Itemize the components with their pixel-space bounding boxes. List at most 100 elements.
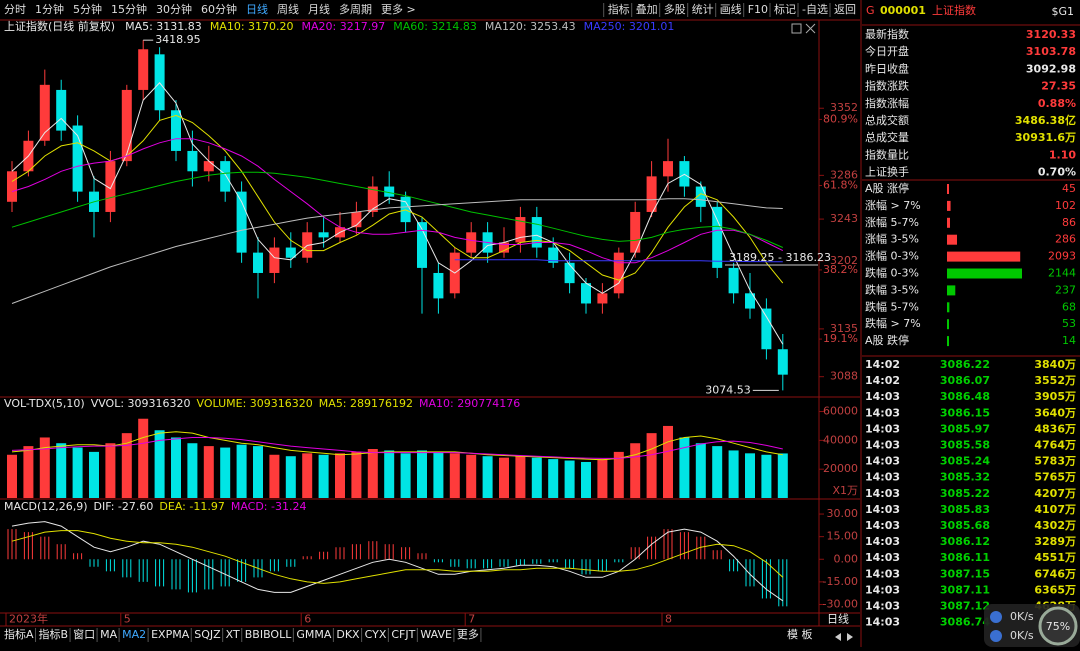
tick-time: 14:03 <box>865 439 900 452</box>
toolbar-item[interactable]: 30分钟 <box>156 2 192 16</box>
breadth-count: 2093 <box>1048 250 1076 263</box>
range-label: 3189.25 - 3186.23 <box>729 251 831 264</box>
stat-label: 指数涨跌 <box>865 79 909 93</box>
candle-body <box>761 308 772 350</box>
tick-volume: 6365万 <box>1034 583 1076 596</box>
tick-time: 14:02 <box>865 358 900 371</box>
tick-price: 3085.83 <box>940 503 990 516</box>
toolbar-item[interactable]: 指标 <box>608 2 630 16</box>
candle-body <box>121 89 132 162</box>
tab[interactable]: MA <box>100 628 117 641</box>
volume-bar <box>335 453 345 498</box>
candle-body <box>548 247 559 263</box>
tick-volume: 4207万 <box>1034 487 1076 500</box>
toolbar-item[interactable]: 更多 > <box>381 2 416 16</box>
volume-bar <box>318 454 329 498</box>
toolbar-item[interactable]: 1分钟 <box>35 2 64 16</box>
window-icon[interactable] <box>791 23 802 34</box>
volume-bar <box>89 451 99 498</box>
legend-item: MA10: 290774176 <box>419 397 520 410</box>
tab[interactable]: CYX <box>365 628 387 641</box>
tick-time: 14:03 <box>865 455 900 468</box>
legend-item: MA10: 3170.20 <box>210 20 294 33</box>
breadth-bar <box>947 234 958 245</box>
toolbar-item[interactable]: 分时 <box>4 3 26 16</box>
candle-body <box>646 176 657 212</box>
candle-body <box>351 211 362 228</box>
tab[interactable]: 窗口 <box>73 627 95 641</box>
candle-body <box>171 110 181 151</box>
toolbar-item[interactable]: F10 <box>748 3 768 16</box>
candle-body <box>72 125 83 192</box>
tick-price: 3085.58 <box>940 439 990 452</box>
toolbar-item[interactable]: 多周期 <box>339 2 372 16</box>
tick-volume: 3640万 <box>1034 406 1076 419</box>
tick-volume: 3840万 <box>1034 358 1076 371</box>
volume-bar <box>433 451 444 498</box>
volume-bar <box>466 454 477 498</box>
tab[interactable]: 更多 <box>457 627 479 641</box>
x-tick-label: 7 <box>468 613 475 626</box>
tick-price: 3085.68 <box>940 519 990 532</box>
tab[interactable]: 模 板 <box>787 627 813 641</box>
volume-bar <box>72 447 83 498</box>
tick-price: 3086.07 <box>940 374 990 387</box>
tab[interactable]: DKX <box>336 628 360 641</box>
legend-item: DEA: -11.97 <box>159 500 224 513</box>
toolbar-item[interactable]: 标记 <box>774 2 796 16</box>
breadth-bar <box>947 184 949 194</box>
candle-body <box>253 252 263 273</box>
tab[interactable]: 指标B <box>39 627 69 641</box>
toolbar-item[interactable]: -自选 <box>802 3 828 16</box>
breadth-label: A股 涨停 <box>865 181 909 195</box>
toolbar-item[interactable]: 画线 <box>720 2 742 16</box>
tab[interactable]: XT <box>226 628 240 641</box>
tab[interactable]: GMMA <box>296 628 332 641</box>
volume-bar <box>548 459 559 498</box>
toolbar-item[interactable]: 60分钟 <box>201 2 237 16</box>
tab[interactable]: SQJZ <box>194 628 221 641</box>
legend-item: MA20: 3217.97 <box>302 20 386 33</box>
toolbar-item[interactable]: 叠加 <box>636 3 658 16</box>
candle-body <box>318 232 329 238</box>
volume-bar <box>253 446 263 498</box>
tab[interactable]: 指标A <box>4 627 34 641</box>
toolbar-item[interactable]: 周线 <box>277 2 299 16</box>
toolbar-item[interactable]: 15分钟 <box>111 2 147 16</box>
tab[interactable]: MA2 <box>122 628 146 641</box>
toolbar-item[interactable]: 返回 <box>834 3 856 16</box>
tick-time: 14:03 <box>865 406 900 419</box>
tick-volume: 4764万 <box>1034 439 1076 452</box>
toolbar-item[interactable]: 月线 <box>308 2 330 16</box>
breadth-label: 涨幅 3-5% <box>865 233 919 246</box>
volume-bar <box>646 433 657 498</box>
close-icon[interactable] <box>805 23 816 34</box>
candle-body <box>384 186 395 197</box>
breadth-count: 53 <box>1062 317 1076 330</box>
arrow-right[interactable] <box>847 633 853 641</box>
toolbar-item[interactable]: 统计 <box>692 3 714 16</box>
breadth-bar <box>947 336 949 347</box>
toolbar-item[interactable]: 5分钟 <box>73 2 102 16</box>
candle-body <box>7 171 17 202</box>
stat-label: 总成交量 <box>865 130 909 144</box>
tab[interactable]: WAVE <box>420 628 452 641</box>
toolbar-item[interactable]: 日线 <box>246 2 268 16</box>
breadth-count: 68 <box>1062 300 1076 313</box>
x-tick-label: 2023年 <box>9 612 48 626</box>
toolbar-item[interactable]: 多股 <box>664 2 686 16</box>
volume-bar <box>302 453 313 498</box>
stat-value: 3092.98 <box>1026 62 1076 75</box>
tick-price: 3086.22 <box>940 358 990 371</box>
candle-body <box>712 206 723 268</box>
breadth-count: 14 <box>1062 334 1076 347</box>
tab[interactable]: EXPMA <box>151 628 190 641</box>
candle-body <box>695 186 706 207</box>
tab[interactable]: BBIBOLL <box>245 628 292 641</box>
tick-price: 3087.15 <box>940 567 990 580</box>
tick-price: 3086.74 <box>940 616 990 629</box>
volume-bar <box>220 447 231 498</box>
arrow-left[interactable] <box>835 633 841 641</box>
tab[interactable]: CFJT <box>391 628 415 641</box>
